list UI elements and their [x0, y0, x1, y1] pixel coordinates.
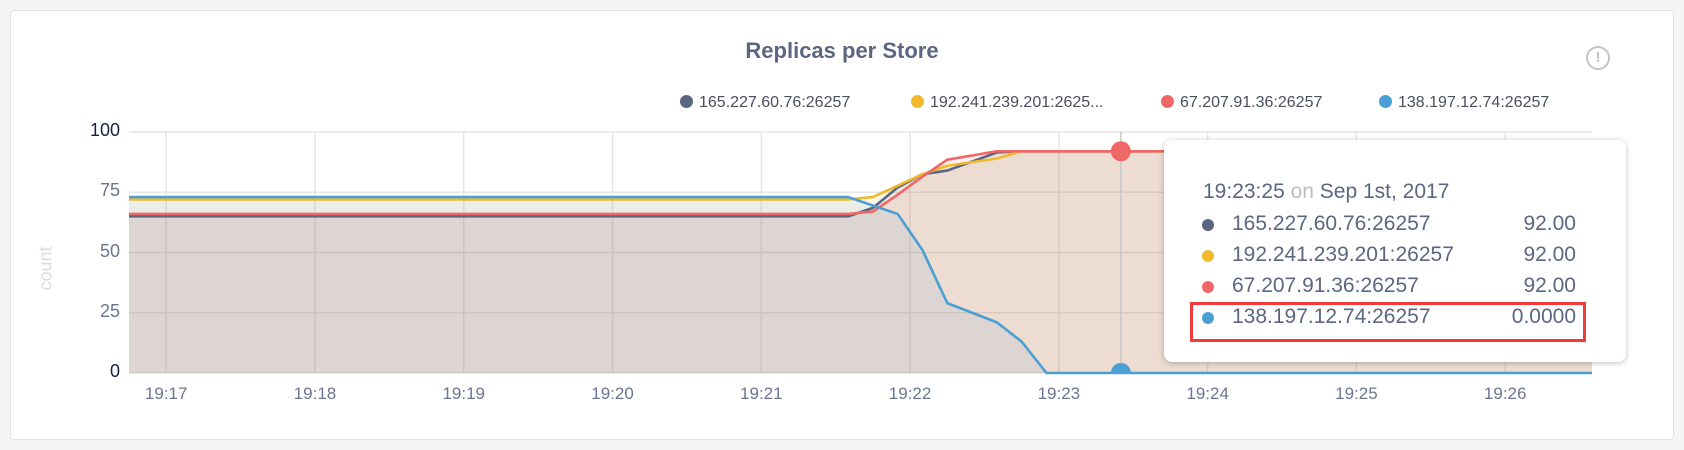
chart-title: Replicas per Store — [745, 38, 939, 63]
tooltip-value: 0.0000 — [1511, 305, 1576, 328]
series-dot — [1202, 219, 1214, 231]
x-tick-label: 19:25 — [1335, 384, 1378, 403]
tooltip-series-name: 192.241.239.201:26257 — [1232, 243, 1454, 266]
series-area — [129, 197, 1592, 373]
y-tick-label: 50 — [99, 241, 120, 261]
x-tick-label: 19:20 — [591, 384, 634, 403]
legend-dot — [680, 95, 693, 108]
tooltip-header: 19:23:25 on Sep 1st, 2017 — [1203, 180, 1449, 204]
x-tick-label: 19:19 — [442, 384, 486, 403]
legend-label: 165.227.60.76:26257 — [699, 94, 851, 111]
y-tick-label: 100 — [89, 120, 120, 140]
x-tick-label: 19:26 — [1483, 384, 1527, 403]
x-tick-label: 19:23 — [1037, 384, 1081, 403]
series-dot — [1202, 250, 1214, 262]
tooltip-on: on — [1290, 180, 1314, 203]
series-dot — [1202, 312, 1214, 324]
tooltip-row: 138.197.12.74:26257 0.0000 — [1202, 303, 1576, 333]
series-dot — [1202, 281, 1214, 293]
x-tick-label: 19:17 — [144, 384, 188, 403]
tooltip: 19:23:25 on Sep 1st, 2017 165.227.60.76:… — [1164, 140, 1626, 362]
tooltip-series-name: 165.227.60.76:26257 — [1232, 212, 1431, 235]
tooltip-row: 67.207.91.36:26257 92.00 — [1202, 272, 1576, 302]
x-tick-label: 19:21 — [740, 384, 783, 403]
legend-item[interactable]: 192.241.239.201:2625... — [911, 94, 1104, 112]
hover-marker — [1110, 141, 1131, 162]
x-tick-label: 19:24 — [1186, 384, 1229, 403]
y-tick-label: 0 — [109, 361, 120, 381]
tooltip-row: 192.241.239.201:26257 92.00 — [1202, 241, 1576, 271]
tooltip-series-name: 67.207.91.36:26257 — [1232, 274, 1419, 297]
legend-dot — [1161, 95, 1174, 108]
tooltip-series-name: 138.197.12.74:26257 — [1232, 305, 1431, 328]
tooltip-time: 19:23:25 — [1203, 180, 1285, 203]
tooltip-value: 92.00 — [1523, 212, 1576, 235]
legend-item[interactable]: 67.207.91.36:26257 — [1161, 94, 1322, 112]
legend-dot — [1379, 95, 1392, 108]
legend-label: 192.241.239.201:2625... — [930, 94, 1104, 111]
y-tick-label: 75 — [99, 180, 120, 200]
tooltip-row: 165.227.60.76:26257 92.00 — [1202, 210, 1576, 240]
x-tick-label: 19:22 — [888, 384, 932, 403]
legend-item[interactable]: 138.197.12.74:26257 — [1379, 94, 1549, 112]
tooltip-value: 92.00 — [1523, 243, 1576, 266]
tooltip-date: Sep 1st, 2017 — [1319, 180, 1450, 203]
x-tick-label: 19:18 — [293, 384, 337, 403]
legend-label: 67.207.91.36:26257 — [1180, 94, 1323, 111]
legend-item[interactable]: 165.227.60.76:26257 — [680, 94, 850, 112]
legend-label: 138.197.12.74:26257 — [1398, 94, 1550, 111]
series-line — [129, 149, 1592, 216]
legend-dot — [911, 95, 924, 108]
info-icon[interactable]: ! — [1586, 46, 1610, 70]
y-tick-label: 25 — [99, 301, 120, 321]
hover-marker — [1110, 363, 1131, 373]
highlight-box — [1190, 302, 1586, 342]
tooltip-value: 92.00 — [1523, 274, 1576, 297]
series-line — [129, 195, 1592, 375]
